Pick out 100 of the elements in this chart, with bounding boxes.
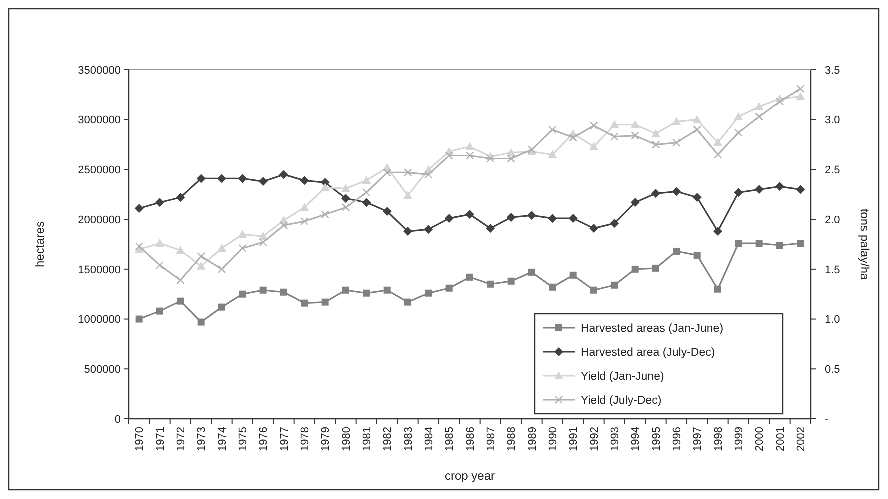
point [363,290,370,297]
point [714,138,722,146]
point [630,120,640,128]
x-tick-label: 1972 [176,427,188,452]
x-tick-label: 1983 [402,427,415,452]
point [756,240,763,248]
point [196,262,206,270]
x-tick-label: 1984 [424,427,436,452]
point [444,214,454,224]
point [610,132,619,141]
point [424,225,434,234]
point [570,272,577,279]
legend-label: Yield (Jan-June) [581,371,664,384]
y2-axis-title: tons palay/ha [858,208,872,281]
x-tick-label: 1982 [382,427,394,452]
point [466,274,474,281]
point [568,214,578,224]
point [300,176,310,186]
point [672,117,682,126]
y2-tick-label: 1.5 [825,264,840,276]
point [136,316,143,323]
x-tick-label: 2002 [796,427,808,452]
x-tick-label: 1981 [362,427,374,452]
point [672,187,682,196]
point [734,188,744,198]
point [652,140,660,149]
point [198,318,205,326]
point [673,248,680,255]
point [342,204,350,212]
point [156,239,164,248]
point [652,264,660,272]
point [321,210,330,219]
x-tick-label: 1986 [464,427,477,452]
point [735,240,742,248]
x-tick-label: 1988 [506,427,518,452]
point [218,174,226,184]
x-tick-label: 1990 [548,427,560,452]
x-axis-title: crop year [444,469,496,483]
point [176,276,185,284]
point [446,284,453,292]
point [280,288,288,296]
point [466,142,474,150]
point [238,230,248,238]
y2-tick-label: 3.5 [825,64,840,77]
point [590,142,598,150]
point [384,286,391,294]
y2-tick-label: 1.0 [825,314,840,326]
point [424,170,433,179]
legend-label: Harvested area (July-Dec) [581,347,716,360]
point [714,227,722,236]
x-tick-label: 1985 [444,427,456,452]
legend-label: Harvested areas (Jan-June) [581,323,724,336]
point [692,115,702,124]
point [486,154,495,163]
point [218,304,226,311]
legend-label: Yield (July-Dec) [581,395,662,408]
point [652,189,660,198]
point [218,244,226,252]
point [755,112,764,121]
point [176,193,186,202]
x-tick-label: 1993 [610,427,622,452]
x-tick-label: 1996 [672,427,684,452]
point [610,120,620,128]
point [238,244,247,253]
point [280,221,288,230]
point [156,308,164,315]
point [548,214,558,224]
point [362,188,371,197]
point [796,185,806,194]
point [466,152,474,160]
point [796,84,805,94]
x-tick-label: 1989 [526,427,539,452]
point [487,280,494,288]
x-tick-label: 1997 [692,427,704,452]
y2-tick-label: 2.0 [825,214,840,226]
y2-tick-label: 3.0 [825,114,840,127]
point [134,204,144,214]
point [176,246,186,254]
point [507,154,516,163]
y2-tick-label: 0.5 [825,364,840,376]
point [610,219,620,228]
point [404,191,412,200]
point [135,242,144,251]
point [404,298,412,306]
point [300,203,310,212]
point [466,210,474,220]
x-tick-label: 1976 [258,427,270,452]
point [776,242,784,249]
point [630,198,640,208]
point [549,284,556,291]
point [776,182,784,192]
point [590,122,598,130]
point [754,102,764,110]
x-tick-label: 1975 [238,427,250,452]
x-tick-label: 1974 [216,427,229,452]
point [797,240,804,248]
point [528,211,536,220]
point [342,194,350,204]
y2-tick-label: - [825,414,829,426]
point [156,198,164,208]
